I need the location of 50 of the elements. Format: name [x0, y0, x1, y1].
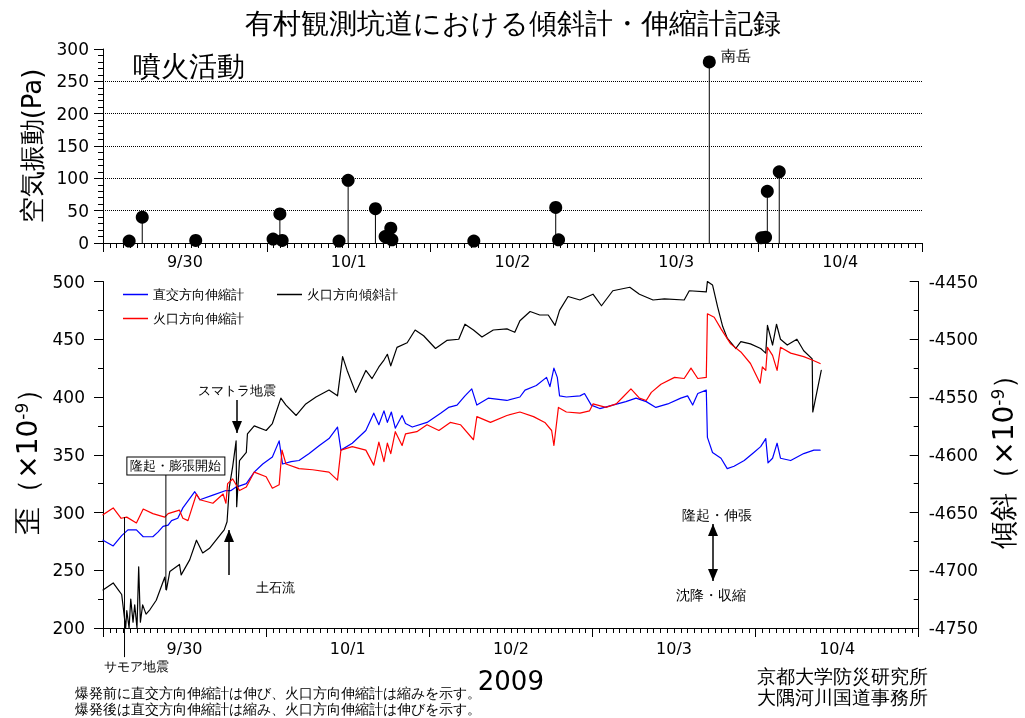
y-axis-title: 歪（×10-9） [11, 374, 45, 535]
annotation: サモア地震 [104, 658, 170, 674]
y2-axis-title: 傾斜（×10-9） [986, 360, 1020, 549]
y-tick-label: 100 [56, 168, 89, 189]
annotation: 南岳 [721, 46, 752, 65]
y2-tick-label: -4450 [928, 271, 979, 292]
annotation: 沈降・収縮 [676, 587, 746, 603]
x-tick-label: 10/4 [822, 251, 859, 271]
chart-title: 有村観測坑道における傾斜計・伸縮計記録 [244, 6, 781, 40]
legend-label: 直交方向伸縮計 [153, 287, 244, 302]
y2-tick-label: -4700 [928, 560, 979, 581]
text: 京都大学防災研究所 [757, 665, 928, 687]
annotation: 隆起・膨張開始 [130, 458, 222, 474]
x-tick-label: 10/1 [329, 638, 366, 658]
text: 爆発後は直交方向伸縮計は縮み、火口方向伸縮計は伸びを示す。 [75, 701, 481, 717]
y2-tick-label: -4600 [928, 444, 979, 465]
y-tick-label: 50 [67, 200, 89, 221]
annotation: 噴火活動 [133, 49, 245, 83]
y-tick-label: 450 [52, 329, 85, 350]
x-tick-label: 10/4 [819, 638, 856, 658]
y-tick-label: 400 [52, 387, 85, 407]
x-tick-label: 10/3 [656, 638, 692, 658]
y2-tick-label: -4650 [928, 502, 979, 523]
y-tick-label: 150 [56, 136, 89, 156]
y-tick-label: 300 [52, 502, 85, 523]
x-tick-label: 10/1 [330, 251, 367, 271]
y2-tick-label: -4550 [928, 387, 979, 407]
x-tick-label: 10/2 [492, 638, 529, 658]
y-tick-label: 500 [52, 271, 85, 292]
x-tick-label: 10/2 [494, 251, 531, 271]
y-tick-label: 300 [56, 39, 89, 59]
y2-tick-label: -4750 [928, 618, 979, 638]
y-tick-label: 0 [78, 233, 89, 253]
legend-label: 火口方向伸縮計 [153, 311, 244, 326]
x-tick-label: 9/30 [166, 251, 203, 271]
y-axis-title: 空気振動(Pa) [17, 68, 47, 224]
annotation: スマトラ地震 [198, 382, 276, 398]
legend-label: 火口方向傾斜計 [307, 287, 398, 302]
x-axis-title: 2009 [477, 666, 544, 696]
x-tick-label: 10/3 [658, 251, 695, 271]
annotation: 土石流 [255, 579, 295, 595]
annotation: 隆起・伸張 [682, 507, 752, 523]
y-tick-label: 250 [52, 560, 85, 581]
y-tick-label: 250 [56, 71, 89, 92]
y-tick-label: 200 [56, 103, 89, 124]
x-tick-label: 9/30 [166, 638, 203, 658]
y-tick-label: 350 [52, 444, 85, 465]
y2-tick-label: -4500 [928, 329, 979, 350]
text: 大隅河川国道事務所 [757, 686, 928, 708]
y-tick-label: 200 [52, 618, 85, 638]
